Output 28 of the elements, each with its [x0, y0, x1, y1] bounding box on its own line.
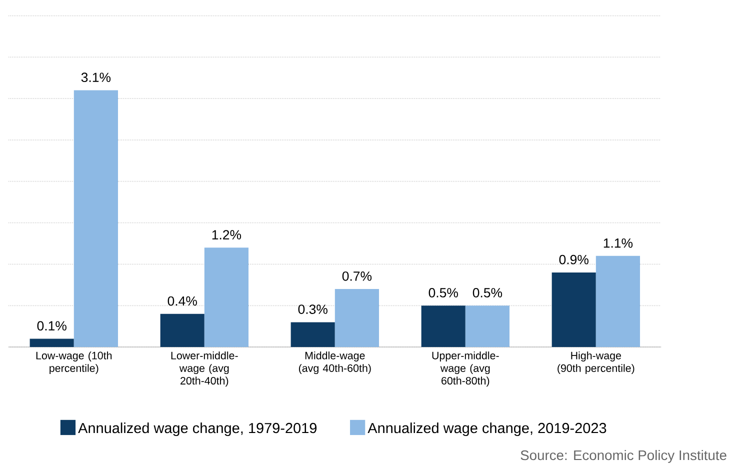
x-tick-label: Lower-middle-wage (avg 20th-40th) [171, 352, 238, 387]
bar [204, 248, 248, 348]
x-tick-label: Middle-wage (avg 40th-60th) [298, 352, 371, 374]
data-label: 0.7% [342, 272, 372, 281]
bar [552, 272, 596, 348]
bar [30, 338, 74, 348]
data-label: 0.9% [559, 254, 588, 264]
legend-label: Annualized wage change, 2019-2023 [368, 422, 606, 436]
bar [74, 90, 118, 348]
bar [334, 289, 379, 348]
data-label: 0.4% [168, 296, 197, 306]
x-tick-label: Upper-middle-wage (avg 60th-80th) [432, 352, 499, 387]
data-label: 0.1% [37, 321, 66, 331]
bar [596, 256, 640, 348]
data-label: 0.3% [298, 304, 328, 314]
data-label: 1.1% [604, 238, 633, 248]
bar [290, 322, 335, 348]
data-label: 1.2% [212, 230, 242, 240]
data-label: 0.5% [472, 288, 502, 298]
bar [465, 306, 510, 348]
bar [160, 314, 204, 348]
bar [421, 306, 466, 348]
x-tick-label: High-wage (90th percentile) [558, 352, 634, 374]
data-label: 0.5% [428, 288, 458, 298]
source-note: Source: Economic Policy Institute [520, 450, 726, 463]
legend-label: Annualized wage change, 1979-2019 [78, 422, 317, 436]
x-tick-label: Low-wage (10th percentile) [36, 352, 112, 374]
data-label: 3.1% [81, 72, 111, 82]
